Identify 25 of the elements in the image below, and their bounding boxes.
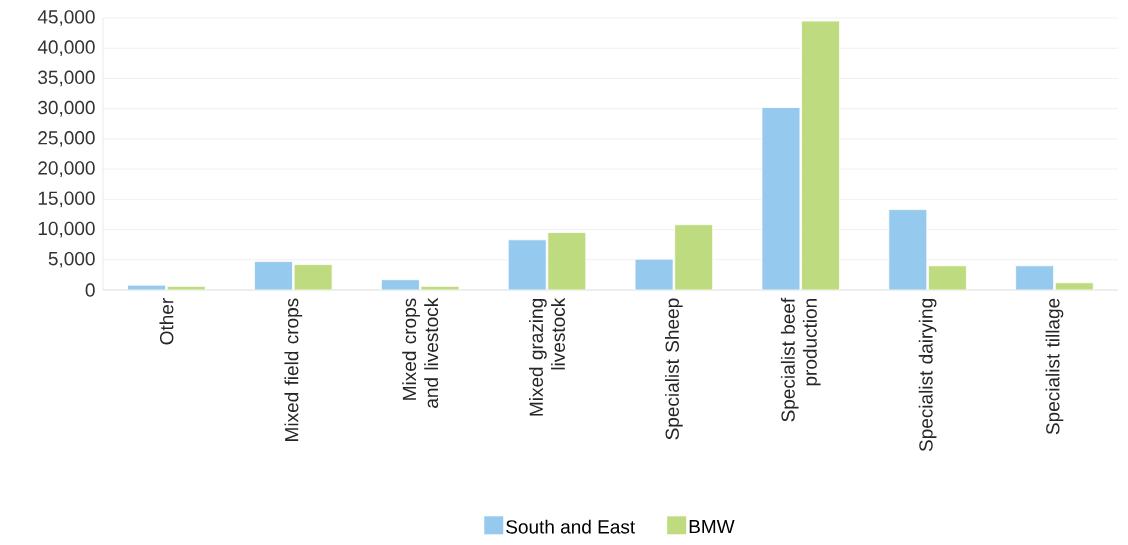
x-tick-label: Mixed crops and livestock bbox=[402, 297, 439, 408]
bar bbox=[888, 209, 928, 290]
y-tick-label: 45,000 bbox=[37, 10, 95, 26]
x-tick-label: Specialist tillage bbox=[1045, 298, 1064, 435]
bar bbox=[761, 107, 801, 290]
bar bbox=[254, 261, 293, 290]
legend-label: BMW bbox=[689, 520, 735, 534]
x-tick-label: Specialist dairying bbox=[918, 299, 937, 452]
y-tick-label: 15,000 bbox=[38, 191, 95, 208]
y-tick-label: 10,000 bbox=[38, 221, 95, 238]
y-tick-label: 20,000 bbox=[38, 161, 95, 177]
x-tick-label: Mixed grazing livestock bbox=[529, 297, 565, 416]
legend-label: South and East bbox=[506, 519, 636, 534]
bar bbox=[1015, 265, 1055, 290]
y-tick-label: 30,000 bbox=[38, 100, 95, 117]
y-tick-label: 5,000 bbox=[48, 251, 95, 268]
x-tick-label: Other bbox=[159, 298, 174, 345]
x-tick-label: Mixed field crops bbox=[284, 298, 303, 441]
y-tick-label: 40,000 bbox=[37, 40, 95, 57]
bar bbox=[507, 239, 547, 290]
x-tick-label: Specialist Sheep bbox=[665, 298, 683, 440]
y-tick-label: 35,000 bbox=[38, 70, 95, 87]
y-tick-label: 25,000 bbox=[38, 131, 95, 147]
y-tick-label: 0 bbox=[85, 283, 95, 297]
x-tick-label: Specialist beef production bbox=[780, 297, 821, 422]
